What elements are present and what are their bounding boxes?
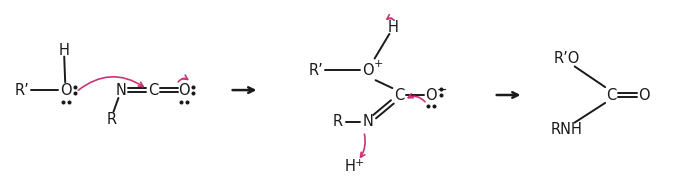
Text: R: R (333, 114, 343, 129)
Text: N: N (116, 83, 127, 98)
Text: O: O (425, 88, 436, 102)
Text: H: H (345, 159, 356, 174)
Text: +: + (355, 158, 365, 168)
Text: R’: R’ (15, 83, 30, 98)
Text: RNH: RNH (551, 122, 583, 137)
Text: H: H (388, 20, 399, 35)
Text: R’O: R’O (553, 51, 580, 66)
Text: O: O (61, 83, 72, 98)
Text: H: H (58, 43, 70, 58)
Text: R: R (106, 112, 116, 127)
Text: C: C (606, 88, 616, 102)
Text: O: O (638, 88, 649, 102)
Text: O: O (179, 83, 190, 98)
Text: O: O (362, 63, 374, 78)
Text: +: + (374, 59, 383, 70)
Text: R’: R’ (308, 63, 324, 78)
Text: C: C (394, 88, 404, 102)
Text: −: − (436, 84, 447, 97)
Text: N: N (363, 114, 373, 129)
Text: C: C (148, 83, 158, 98)
